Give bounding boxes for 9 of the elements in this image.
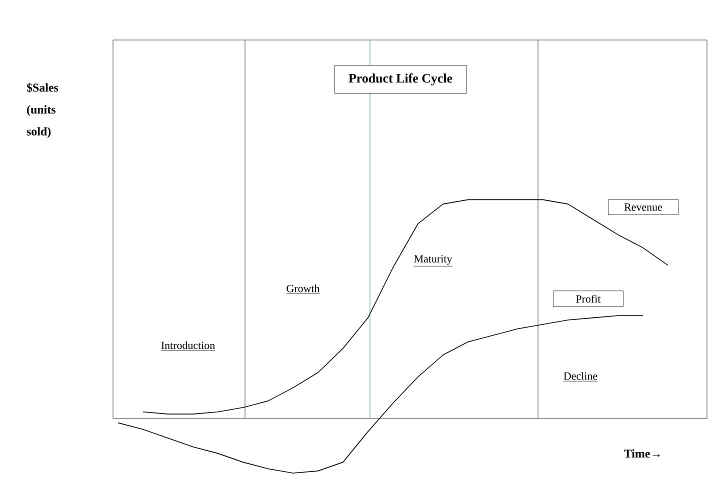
annotation: Maturity xyxy=(414,255,452,265)
x-axis-title: Time→ xyxy=(624,449,660,458)
annotation: Growth xyxy=(286,284,320,292)
text: Revenue xyxy=(624,204,662,211)
series-label: Profit xyxy=(576,294,601,303)
chart-title: Product Life Cycle xyxy=(348,73,452,86)
annotation: Decline xyxy=(564,372,598,380)
annotation: Introduction xyxy=(161,341,215,350)
text: $Sales (units sold) xyxy=(26,82,58,138)
